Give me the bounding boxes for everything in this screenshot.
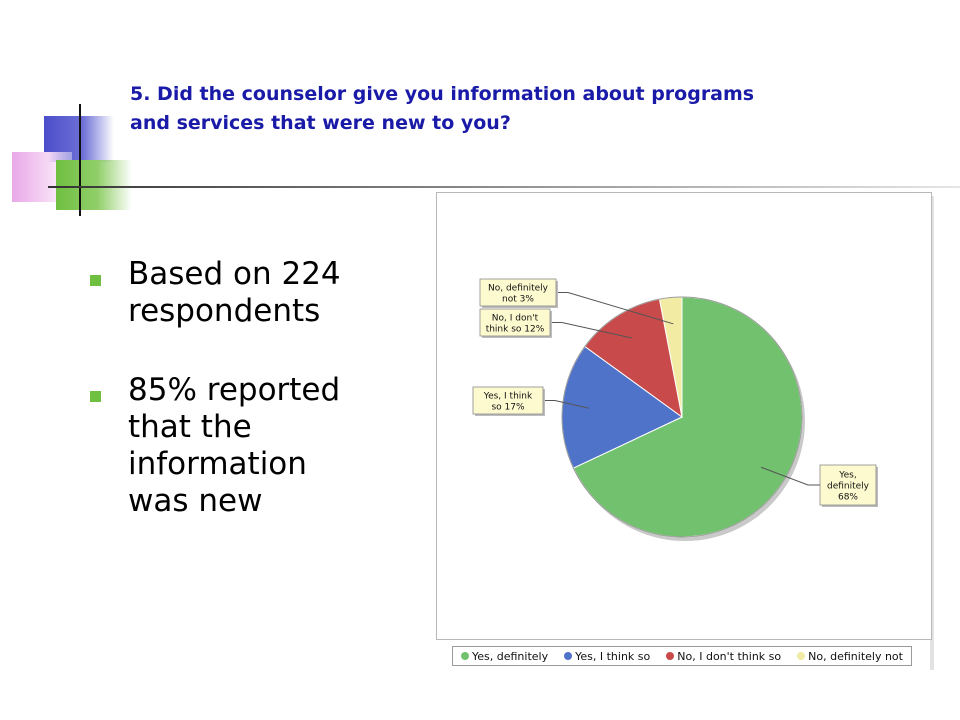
legend-label: No, I don't think so xyxy=(677,649,782,663)
slice-label-text: so 17% xyxy=(491,403,525,413)
title-underline xyxy=(48,186,960,188)
bullet-text-line: information xyxy=(128,446,307,482)
bullet-text-line: 85% reported xyxy=(128,372,341,408)
slice-label-text: No, I don't xyxy=(492,314,539,324)
legend-item-yes-think-so: Yes, I think so xyxy=(564,650,650,663)
legend-item-no-definitely-not: No, definitely not xyxy=(797,650,903,663)
bullet-text-line: was new xyxy=(128,483,263,519)
bullet-marker xyxy=(90,275,101,286)
leader-line-yes-definitely xyxy=(760,466,820,486)
slice-label-text: Yes, xyxy=(838,471,856,481)
legend-item-no-dont-think-so: No, I don't think so xyxy=(666,650,781,663)
bullet-list: Based on 224 respondents 85% reported th… xyxy=(90,256,390,562)
label-box xyxy=(819,464,877,506)
legend-item-yes-definitely: Yes, definitely xyxy=(461,650,548,663)
label-box xyxy=(479,308,551,337)
bullet-text-line: that the xyxy=(128,409,252,445)
bullet-item-respondents: Based on 224 respondents xyxy=(90,256,390,330)
legend-swatch-icon xyxy=(564,652,573,660)
chart-legend: Yes, definitely Yes, I think so No, I do… xyxy=(452,646,912,666)
decorative-vertical-line xyxy=(79,104,81,216)
leader-line-no-dont-think-so xyxy=(550,322,632,339)
pie-leader-lines xyxy=(543,292,820,486)
slice-label-text: 68% xyxy=(838,493,858,503)
slide-title: 5. Did the counselor give you informatio… xyxy=(130,80,930,138)
bullet-marker xyxy=(90,391,101,402)
legend-swatch-icon xyxy=(797,652,806,660)
label-box xyxy=(479,278,557,307)
pie-slices xyxy=(561,296,803,538)
slice-label-text: think so 12% xyxy=(486,325,545,335)
bullet-text-line: respondents xyxy=(128,293,321,329)
legend-label: Yes, definitely xyxy=(472,649,549,663)
label-box xyxy=(472,386,544,415)
bullet-text-line: Based on 224 xyxy=(128,256,341,292)
legend-label: Yes, I think so xyxy=(575,649,651,663)
slice-label-text: not 3% xyxy=(502,295,534,305)
slide-title-line-2: and services that were new to you? xyxy=(130,112,511,134)
pie-rim xyxy=(561,296,803,538)
chart-frame-shadow xyxy=(930,196,934,670)
decorative-square-green xyxy=(56,160,132,210)
legend-label: No, definitely not xyxy=(808,649,903,663)
slice-label-text: Yes, I think xyxy=(483,392,533,402)
slice-label-text: No, definitely xyxy=(488,284,549,294)
legend-swatch-icon xyxy=(461,652,469,660)
bullet-item-percentage: 85% reported that the information was ne… xyxy=(90,372,390,520)
slice-label-text: definitely xyxy=(827,482,870,492)
legend-swatch-icon xyxy=(666,652,675,660)
leader-line-no-definitely-not xyxy=(556,292,674,325)
slide-title-line-1: 5. Did the counselor give you informatio… xyxy=(130,83,755,105)
leader-line-yes-think-so xyxy=(543,400,589,409)
